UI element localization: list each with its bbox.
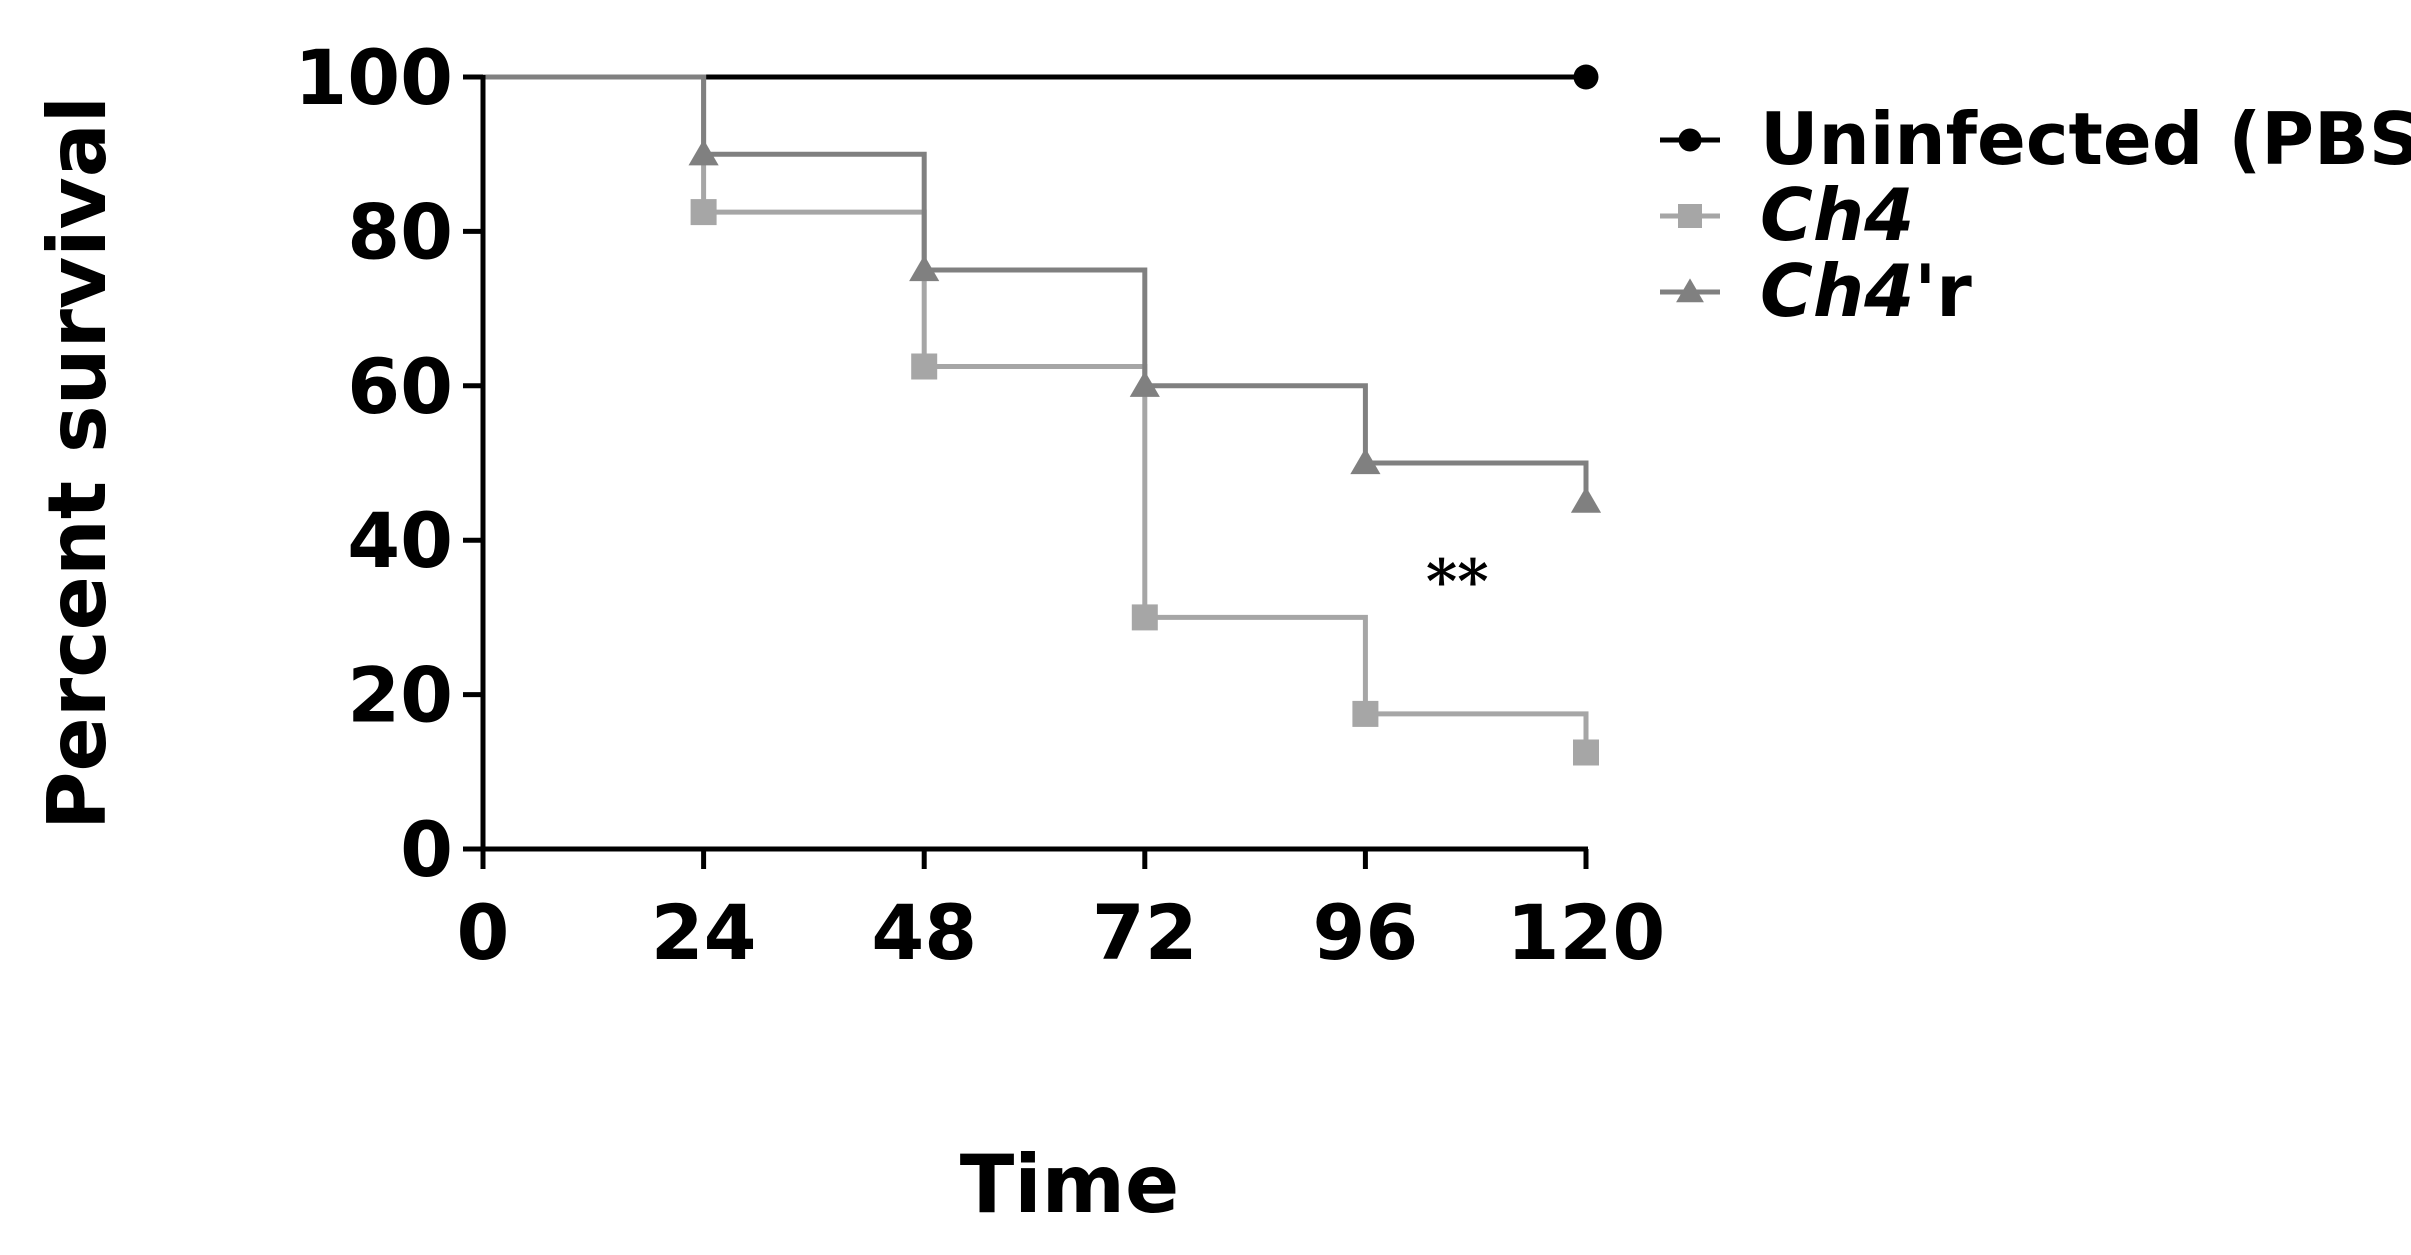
y-axis-ticks: 0 20 40 60 80 100 <box>294 33 483 894</box>
legend-marker <box>1678 128 1702 152</box>
axes-layer: 0 20 40 60 80 100 0 24 48 72 96 120 <box>294 33 1665 977</box>
legend-marker <box>1676 278 1704 303</box>
legend-label: Ch4 <box>1760 173 1914 257</box>
x-axis-title: Time <box>960 1138 1180 1231</box>
annotation-layer: ** <box>1426 547 1489 617</box>
data-point-square <box>1573 739 1599 766</box>
data-point-square <box>1352 700 1379 727</box>
x-tick-label: 48 <box>871 888 977 977</box>
data-point-square <box>911 353 938 380</box>
y-tick-label: 0 <box>400 805 453 894</box>
y-tick-label: 40 <box>347 496 453 585</box>
legend-item: Ch4 <box>1660 173 1914 257</box>
data-point-circle <box>1573 64 1599 90</box>
y-axis-title: Percent survival <box>31 96 124 830</box>
y-tick-label: 100 <box>294 33 453 122</box>
legend-item: Ch4'r <box>1660 249 1972 333</box>
data-point-triangle <box>688 139 719 166</box>
legend-label: Uninfected (PBS) <box>1760 97 2411 181</box>
legend-item: Uninfected (PBS) <box>1660 97 2411 181</box>
series-line-square <box>483 74 1589 753</box>
legend-label: Ch4'r <box>1760 249 1972 333</box>
x-tick-label: 96 <box>1313 888 1419 977</box>
data-point-triangle <box>1129 370 1160 397</box>
data-point-triangle <box>1350 448 1381 475</box>
x-tick-label: 120 <box>1507 888 1666 977</box>
data-point-triangle <box>1570 486 1602 513</box>
x-tick-label: 0 <box>457 888 510 977</box>
legend-marker <box>1678 204 1702 228</box>
series-layer <box>483 74 1589 753</box>
y-tick-label: 60 <box>347 342 453 431</box>
series-line-triangle <box>483 74 1589 502</box>
marker-layer <box>688 64 1602 766</box>
y-tick-label: 20 <box>347 651 453 740</box>
x-axis-ticks: 0 24 48 72 96 120 <box>457 849 1666 977</box>
significance-annotation: ** <box>1426 547 1489 617</box>
data-point-triangle <box>909 255 940 282</box>
y-tick-label: 80 <box>347 187 453 276</box>
data-point-square <box>1131 604 1158 631</box>
data-point-square <box>690 199 717 226</box>
x-tick-label: 24 <box>651 888 757 977</box>
x-tick-label: 72 <box>1092 888 1198 977</box>
